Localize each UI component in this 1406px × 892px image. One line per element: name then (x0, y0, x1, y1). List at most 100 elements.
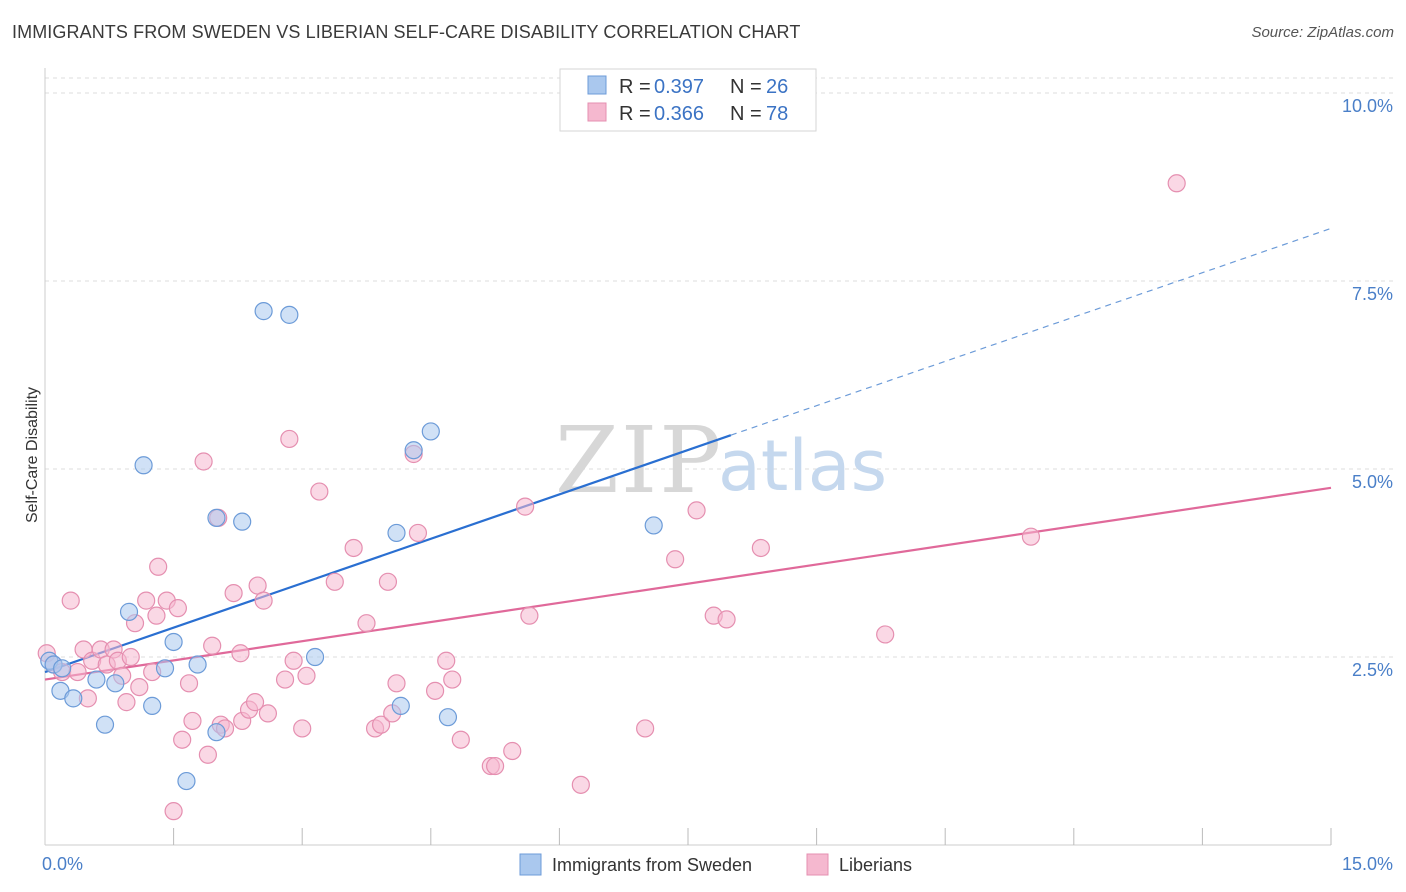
liberian-point-73 (876, 625, 895, 644)
liberian-point-67 (636, 719, 655, 738)
sweden-point-25 (438, 708, 458, 727)
legend-n-value-1: 26 (766, 76, 788, 98)
liberian-point-66 (571, 775, 590, 794)
legend-n-value-2: 78 (766, 103, 788, 125)
liberian-point-69 (687, 501, 706, 520)
y-axis-label: Self-Care Disability (24, 387, 41, 523)
trend-lines (44, 227, 1332, 681)
liberian-point-39 (254, 591, 273, 610)
liberian-point-14 (121, 647, 140, 667)
liberian-trend-line (44, 486, 1332, 681)
sweden-point-18 (254, 302, 273, 321)
liberian-point-52 (378, 572, 398, 591)
series-legend: Immigrants from Sweden Liberians (519, 853, 912, 876)
x-tick-label-0: 0.0% (42, 854, 83, 874)
sweden-point-10 (143, 696, 162, 715)
liberian-point-43 (284, 651, 303, 670)
liberian-point-23 (168, 599, 187, 618)
y-tick-label-1: 5.0% (1352, 472, 1393, 492)
legend-swatch-pink (587, 102, 607, 122)
sweden-trend-line (44, 434, 732, 674)
watermark-atlas: atlas (718, 425, 887, 507)
sweden-point-26 (644, 516, 663, 535)
liberian-point-74 (1021, 527, 1041, 546)
liberian-point-16 (130, 677, 149, 697)
sweden-point-2 (53, 659, 72, 678)
sweden-point-5 (87, 670, 106, 689)
y-tick-label-2: 7.5% (1352, 284, 1393, 304)
sweden-point-11 (155, 659, 175, 678)
sweden-point-23 (404, 441, 423, 460)
liberian-point-62 (486, 756, 505, 776)
liberian-point-45 (297, 666, 316, 685)
liberian-point-27 (194, 452, 213, 471)
liberian-point-28 (198, 745, 217, 764)
liberian-point-3 (61, 591, 80, 610)
sweden-point-9 (134, 456, 153, 475)
legend-r-label-1: R = (619, 76, 656, 98)
liberian-point-20 (149, 557, 168, 576)
sweden-point-4 (64, 689, 83, 708)
liberian-point-41 (275, 670, 295, 689)
sweden-point-15 (207, 723, 226, 742)
liberian-point-46 (310, 482, 329, 501)
sweden-point-13 (177, 771, 196, 791)
liberian-point-4 (68, 662, 87, 682)
legend-n-label-1: N = (730, 76, 767, 98)
liberian-point-34 (231, 644, 250, 663)
sweden-point-17 (233, 512, 252, 531)
legend-r-value-1: 0.397 (654, 76, 704, 98)
sweden-point-22 (391, 696, 410, 715)
liberian-point-58 (437, 651, 456, 670)
x-tick-label-1: 15.0% (1342, 854, 1393, 874)
legend-n-label-2: N = (730, 103, 767, 125)
liberian-point-75 (1167, 174, 1186, 193)
watermark: ZIP atlas (555, 407, 887, 514)
grid-lines (45, 77, 1393, 658)
liberian-point-24 (173, 730, 192, 749)
y-tick-label-3: 10.0% (1342, 96, 1393, 116)
liberian-point-51 (371, 715, 391, 734)
legend-swatch-blue (587, 75, 607, 95)
liberian-point-25 (179, 674, 199, 693)
watermark-zip: ZIP (555, 407, 723, 514)
liberian-point-13 (117, 693, 136, 712)
liberian-point-64 (516, 497, 535, 516)
liberian-point-59 (443, 670, 462, 689)
liberian-point-17 (137, 591, 156, 610)
sweden-point-8 (119, 602, 139, 621)
sweden-point-12 (164, 632, 183, 652)
correlation-legend: R = 0.397 N = 26 R = 0.366 N = 78 (559, 68, 817, 132)
liberian-point-48 (344, 538, 363, 558)
liberian-point-65 (520, 606, 539, 625)
liberian-point-40 (258, 704, 278, 723)
liberian-point-72 (751, 538, 770, 558)
liberian-point-71 (717, 610, 736, 629)
liberian-point-56 (408, 523, 428, 543)
liberian-point-22 (164, 802, 183, 821)
series-legend-swatch-sweden (519, 853, 542, 876)
chart-title: IMMIGRANTS FROM SWEDEN VS LIBERIAN SELF-… (12, 22, 801, 42)
liberian-point-47 (325, 572, 344, 591)
liberian-point-37 (245, 693, 265, 712)
y-tick-label-0: 2.5% (1352, 660, 1393, 680)
liberian-point-54 (387, 674, 406, 693)
sweden-point-19 (280, 305, 299, 324)
liberian-point-68 (666, 550, 685, 569)
legend-r-label-2: R = (619, 103, 656, 125)
sweden-point-6 (95, 715, 115, 734)
sweden-point-16 (207, 508, 226, 527)
liberian-point-26 (183, 711, 202, 731)
liberian-point-49 (357, 614, 376, 633)
liberian-point-29 (203, 636, 222, 655)
sweden-point-7 (106, 674, 125, 693)
liberian-point-42 (280, 429, 299, 449)
liberian-point-33 (224, 583, 243, 603)
sweden-point-14 (188, 655, 207, 674)
sweden-trend-extension (730, 227, 1332, 436)
sweden-point-20 (305, 647, 325, 667)
series-legend-swatch-liberians (806, 853, 829, 876)
liberian-point-60 (451, 730, 470, 749)
axes: 2.5% 5.0% 7.5% 10.0% 0.0% 15.0% (42, 68, 1393, 874)
